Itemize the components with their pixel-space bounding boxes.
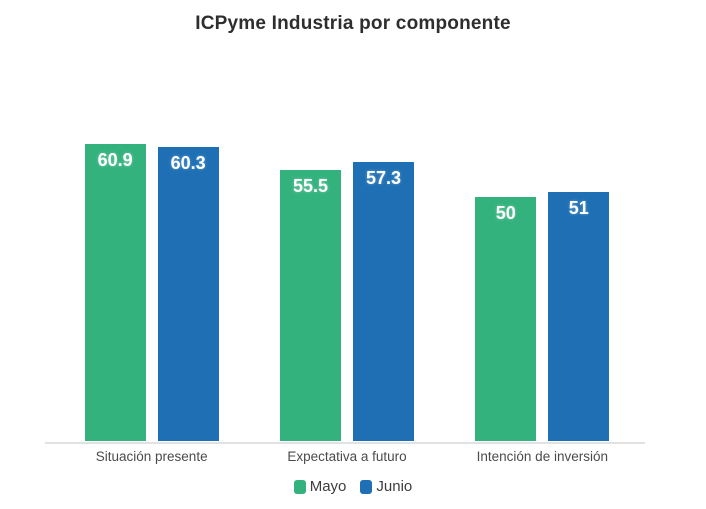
bar-value-label: 60.3 <box>170 153 206 173</box>
category-label: Situación presente <box>95 449 208 464</box>
bar-value-label: 51 <box>568 198 589 218</box>
x-axis-line <box>45 442 645 444</box>
bar-mayo: 60.9 <box>84 144 146 441</box>
category-group: 50 51 Intención de inversión <box>445 142 640 464</box>
bar-mayo: 50 <box>475 197 537 441</box>
category-label: Expectativa a futuro <box>287 449 407 464</box>
category-group: 55.5 57.3 Expectativa a futuro <box>249 142 444 464</box>
bar-junio: 57.3 <box>352 162 414 441</box>
bar-groups-container: 60.9 60.3 Situación presente 55.5 57.3 Expect… <box>54 142 640 464</box>
bar-pair: 60.9 60.3 <box>54 142 249 441</box>
bar-pair: 55.5 57.3 <box>249 142 444 441</box>
category-group: 60.9 60.3 Situación presente <box>54 142 249 464</box>
chart-legend: Mayo Junio <box>0 478 706 495</box>
legend-swatch-icon <box>360 479 373 494</box>
category-label: Intención de inversión <box>476 449 608 464</box>
legend-item-junio: Junio <box>360 478 412 495</box>
bar-value-label: 57.3 <box>365 168 401 188</box>
legend-label: Junio <box>376 478 413 495</box>
bar-pair: 50 51 <box>445 142 640 441</box>
bar-value-label: 55.5 <box>292 176 328 196</box>
bar-mayo: 55.5 <box>279 170 341 441</box>
legend-label: Mayo <box>309 478 347 495</box>
legend-item-mayo: Mayo <box>293 478 347 495</box>
chart-title: ICPyme Industria por componente <box>195 13 511 34</box>
bar-junio: 51 <box>548 192 610 441</box>
bar-value-label: 60.9 <box>97 150 133 170</box>
bar-value-label: 50 <box>495 203 516 223</box>
legend-swatch-icon <box>293 479 306 494</box>
bar-junio: 60.3 <box>157 147 219 441</box>
